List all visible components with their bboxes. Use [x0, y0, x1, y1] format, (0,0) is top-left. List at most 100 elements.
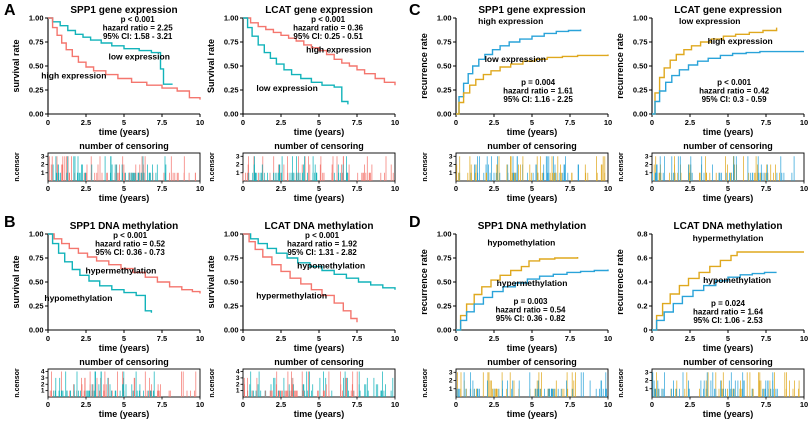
x-tick-label: 0: [650, 118, 654, 127]
censor-x-tick-label: 5: [122, 184, 126, 193]
series-hypermethylation: [456, 269, 609, 331]
y-axis-label: Survival rate: [207, 39, 216, 93]
censor-box: [651, 368, 805, 398]
chart-title: SPP1 gene expression: [478, 5, 585, 16]
censor-y-tick-label: 3: [449, 369, 453, 376]
censor-x-tick-label: 7.5: [565, 400, 575, 409]
censor-y-tick-label: 1: [236, 170, 240, 177]
x-tick-label: 10: [196, 118, 204, 127]
y-tick-label: 0.75: [29, 38, 44, 47]
y-tick-label: 0.75: [437, 38, 452, 47]
series-label: low expression: [108, 51, 169, 61]
stats-annotation-line: 95% CI: 0.25 - 0.51: [293, 32, 363, 41]
censor-x-tick-label: 0: [46, 400, 50, 409]
chart-lcat-expression-survival: LCAT gene expression 0.00 0.25 0.50 0.75 1.00…: [206, 2, 401, 210]
y-tick-label: 1.00: [224, 14, 239, 23]
censor-y-axis-label: n.censor: [209, 152, 216, 181]
censor-title: number of censoring: [274, 141, 364, 151]
censor-y-tick-label: 2: [236, 162, 240, 169]
stats-annotation-line: hazard ratio = 0.54: [495, 306, 566, 315]
censor-x-tick-label: 7.5: [352, 400, 362, 409]
x-axis-label: time (years): [703, 127, 754, 137]
y-tick-label: 1.00: [29, 14, 44, 23]
series-label: hypermethylation: [86, 265, 157, 275]
stats-annotation-line: p = 0.003: [513, 297, 548, 306]
chart-title: LCAT DNA methylation: [674, 221, 783, 232]
series-high-expression: [243, 17, 396, 86]
censor-y-tick-label: 4: [236, 369, 240, 376]
x-tick-label: 10: [391, 334, 399, 343]
y-tick-label: 0.75: [224, 38, 239, 47]
y-tick-label: 0.25: [633, 86, 648, 95]
stats-annotation-line: p < 0.001: [121, 15, 156, 24]
chart-spp1-methylation-recurrence: SPP1 DNA methylation 0.00 0.25 0.50 0.75 1.00…: [419, 218, 614, 426]
x-tick-label: 7.5: [565, 334, 575, 343]
censor-y-tick-label: 3: [645, 369, 649, 376]
plot-svg-D2: LCAT DNA methylation 0 0.2 0.4 0.6 0.8 0 2.5 5 7.…: [615, 221, 808, 419]
y-tick-label: 0.25: [437, 86, 452, 95]
x-axis-label: time (years): [294, 343, 345, 353]
censor-x-tick-label: 7.5: [761, 184, 771, 193]
y-tick-label: 0.00: [29, 326, 44, 335]
y-axis-label: recurrence rate: [616, 249, 625, 315]
x-tick-label: 7.5: [565, 118, 575, 127]
censor-x-tick-label: 7.5: [565, 184, 575, 193]
stats-annotation-line: hazard ratio = 0.52: [95, 239, 166, 248]
chart-title: SPP1 gene expression: [70, 5, 177, 16]
censor-y-tick-label: 1: [449, 170, 453, 177]
series-low-expression: [456, 54, 609, 115]
chart-spp1-methylation-survival: SPP1 DNA methylation 0.00 0.25 0.50 0.75 1.00…: [11, 218, 206, 426]
chart-title: LCAT DNA methylation: [265, 221, 374, 232]
chart-lcat-methylation-recurrence: LCAT DNA methylation 0 0.2 0.4 0.6 0.8 0 2.5 5 7.…: [615, 218, 810, 426]
censor-x-tick-label: 10: [196, 400, 204, 409]
series-high-expression: [48, 17, 201, 100]
x-tick-label: 10: [800, 334, 808, 343]
x-tick-label: 5: [122, 118, 126, 127]
censor-y-axis-label: n.censor: [209, 368, 216, 397]
censor-title: number of censoring: [79, 141, 169, 151]
x-axis-label: time (years): [507, 127, 558, 137]
y-tick-label: 0.00: [29, 110, 44, 119]
censor-box: [455, 368, 609, 398]
censor-x-tick-label: 5: [317, 400, 321, 409]
x-axis-label: time (years): [99, 343, 150, 353]
censor-y-tick-label: 1: [645, 170, 649, 177]
censor-x-axis-label: time (years): [507, 193, 558, 203]
chart-spp1-expression-survival: SPP1 gene expression 0.00 0.25 0.50 0.75 1.00…: [11, 2, 206, 210]
censor-x-axis-label: time (years): [294, 409, 345, 419]
y-tick-label: 1.00: [437, 230, 452, 239]
censor-x-axis-label: time (years): [99, 409, 150, 419]
series-label: hypermethylation: [693, 233, 764, 243]
chart-title: SPP1 DNA methylation: [478, 221, 587, 232]
x-tick-label: 10: [604, 334, 612, 343]
censor-title: number of censoring: [79, 357, 169, 367]
censor-y-tick-label: 3: [236, 153, 240, 160]
censor-x-tick-label: 2.5: [685, 400, 695, 409]
plot-svg-B1: SPP1 DNA methylation 0.00 0.25 0.50 0.75 1.00…: [11, 221, 204, 419]
y-tick-label: 0.00: [437, 326, 452, 335]
censor-x-tick-label: 10: [391, 184, 399, 193]
stats-annotation-line: 95% CI: 0.36 - 0.73: [95, 248, 165, 257]
plot-svg-B2: LCAT DNA methylation 0.00 0.25 0.50 0.75 1.00…: [206, 221, 399, 419]
y-tick-label: 0.75: [29, 254, 44, 263]
x-tick-label: 0: [241, 334, 245, 343]
stats-annotation-line: hazard ratio = 0.42: [699, 87, 770, 96]
censor-x-tick-label: 5: [317, 184, 321, 193]
censor-title: number of censoring: [487, 357, 577, 367]
series-hypomethylation: [652, 271, 777, 331]
y-tick-label: 1.00: [224, 230, 239, 239]
y-tick-label: 0.25: [224, 302, 239, 311]
stats-annotation-line: p < 0.001: [311, 15, 346, 24]
x-tick-label: 2.5: [81, 334, 91, 343]
censor-y-tick-label: 3: [449, 153, 453, 160]
y-tick-label: 0.25: [224, 86, 239, 95]
censor-x-tick-label: 10: [604, 400, 612, 409]
stats-annotation-line: hazard ratio = 2.25: [103, 23, 174, 32]
x-tick-label: 0: [650, 334, 654, 343]
x-tick-label: 2.5: [489, 118, 499, 127]
censor-x-tick-label: 10: [800, 400, 808, 409]
series-label: high expression: [478, 16, 543, 26]
censor-y-tick-label: 2: [236, 381, 240, 388]
series-hypermethylation: [652, 251, 804, 331]
censor-y-axis-label: n.censor: [14, 152, 21, 181]
